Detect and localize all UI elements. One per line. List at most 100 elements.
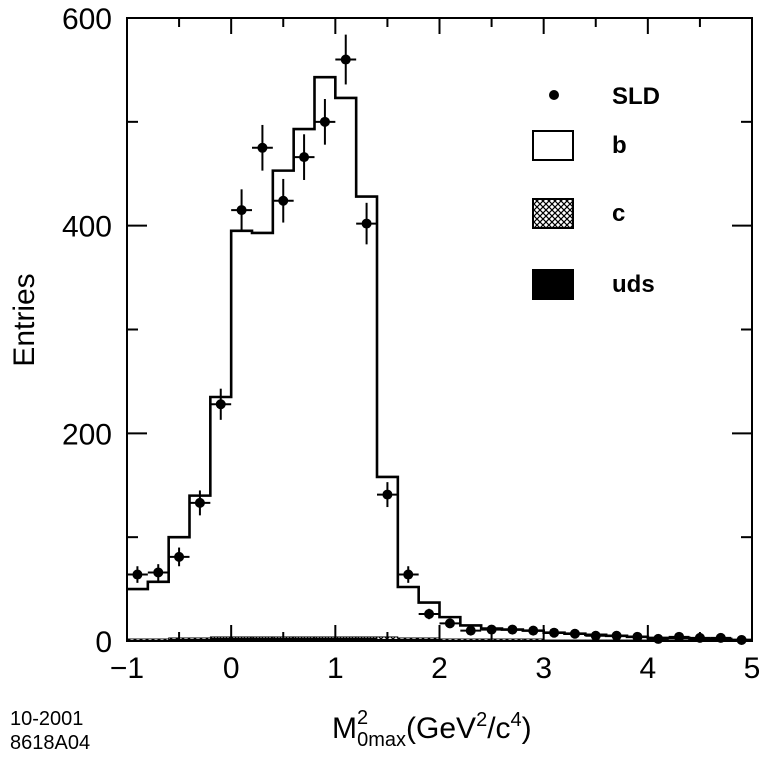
data-marker [236,205,247,216]
legend-label: c [612,200,625,227]
data-marker [674,631,685,642]
sld-data-point [460,625,482,636]
data-marker [486,624,497,635]
uds-bar [314,637,336,641]
sld-data-point [647,633,669,644]
legend-swatch [532,198,574,229]
data-marker [569,628,580,639]
x-axis-unit-close: ) [522,712,532,745]
sld-data-point [231,189,252,231]
data-marker [257,142,268,153]
data-marker [528,625,539,636]
sld-data-point [147,564,169,581]
legend-label: b [612,132,627,159]
x-tick-label: 5 [744,652,761,685]
sld-data-point [377,482,398,508]
sld-data-point [293,134,315,180]
sld-data-point [210,388,232,420]
uds-bar [335,637,357,641]
sld-data-point [335,34,357,85]
sld-data-point [481,624,502,635]
sld-data-point [564,628,586,639]
uds-bar [210,637,232,641]
legend-entry-c: c [532,198,625,229]
data-marker [424,609,435,620]
sld-data-point [522,625,544,636]
data-marker [278,195,289,206]
figure-id: 8618A04 [10,732,91,754]
data-marker [632,631,643,642]
data-marker [465,625,476,636]
sld-data-point [439,618,461,629]
x-tick-label: 3 [535,652,552,685]
legend: SLD b c uds [532,83,660,300]
uds-bar [293,637,315,641]
x-tick-label: 2 [431,652,448,685]
uds-bar [418,638,440,641]
sld-data-point [272,178,294,223]
x-axis-unit-sup: 2 [476,709,487,731]
y-tick-label: 0 [95,626,112,659]
uds-bar [397,638,419,641]
data-marker [194,497,205,508]
data-marker [174,551,185,562]
sld-data-point [606,630,627,641]
legend-entry-b: b [532,130,627,161]
y-tick-label: 600 [62,3,112,36]
legend-swatch [532,269,574,300]
data-marker [215,399,226,410]
plot-frame [126,17,753,642]
data-marker [382,489,393,500]
data-marker [132,569,143,580]
x-tick-label: −1 [110,652,144,685]
y-tick-label: 200 [62,418,112,451]
data-marker [299,152,310,163]
sld-data-point [127,566,148,583]
sld-data-layer [127,34,752,645]
x-tick-label: 0 [223,652,240,685]
uds-bar [231,637,252,641]
legend-label: SLD [612,83,660,110]
uds-bar [356,637,377,641]
sld-data-point [168,547,190,567]
histogram-layer [126,75,752,642]
data-marker [611,630,622,641]
sld-data-point [418,608,440,620]
data-marker [361,218,372,229]
sld-data-point [252,124,273,171]
legend-label: uds [612,271,655,298]
data-marker [403,569,414,580]
sld-data-point [314,98,336,145]
uds-bar [252,637,273,641]
sld-data-point [502,624,523,635]
x-tick-label: 4 [639,652,656,685]
sld-data-point [189,490,211,516]
data-marker [549,627,560,638]
sld-data-point [397,566,419,583]
y-axis-title: Entries [8,273,41,366]
sld-data-point [731,634,752,645]
sld-data-point [543,627,565,638]
x-axis-title-base: M [332,712,357,745]
data-marker [153,567,164,578]
sld-data-point [668,631,690,642]
legend-entry-sld: SLD [549,83,660,110]
uds-bar [189,638,211,641]
figure-date: 10-2001 [10,708,84,730]
x-axis-title-sub: 0max [357,729,406,751]
x-axis-title: M2 0max(GeV2/c4) [332,707,532,751]
x-axis-unit-open: (GeV [406,712,476,745]
y-tick-label: 400 [62,211,112,244]
legend-dot-marker [549,90,559,100]
data-marker [319,116,330,127]
data-marker [444,618,455,629]
sld-data-point [356,202,377,245]
x-axis-title-sup: 2 [357,707,368,729]
data-marker [507,624,518,635]
b-mc-histogram-outline [127,75,752,642]
legend-entry-uds: uds [532,269,655,300]
x-axis-unit-sup2: 4 [511,709,522,731]
legend-swatch [532,130,574,161]
